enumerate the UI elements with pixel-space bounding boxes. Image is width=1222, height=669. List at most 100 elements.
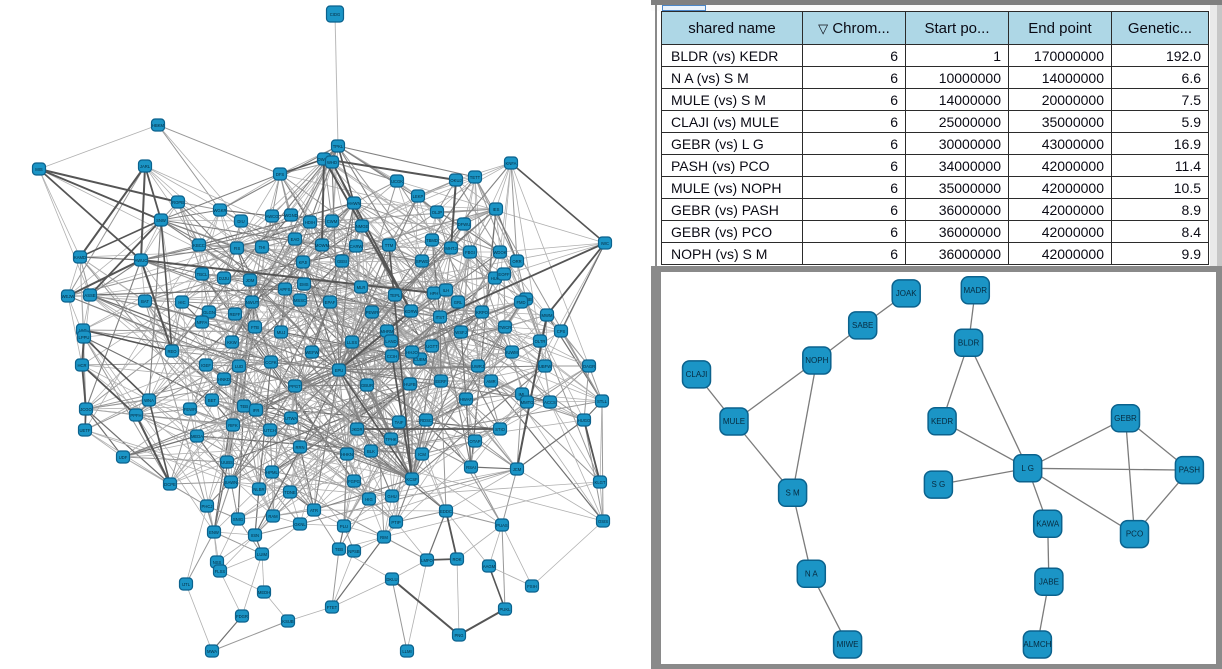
svg-text:TTM: TTM (385, 243, 394, 248)
svg-text:WEFW: WEFW (305, 350, 318, 355)
svg-text:CCIH: CCIH (387, 354, 397, 359)
svg-text:RAM: RAM (268, 514, 278, 519)
svg-text:UETF: UETF (80, 428, 91, 433)
svg-text:APFS: APFS (280, 287, 291, 292)
svg-text:NFFA: NFFA (197, 320, 208, 325)
svg-text:HHKN: HHKN (341, 452, 353, 457)
svg-text:PLU: PLU (340, 524, 348, 529)
svg-text:FDGR: FDGR (236, 614, 248, 619)
svg-text:UTWA: UTWA (285, 416, 297, 421)
svg-text:HUFB: HUFB (404, 382, 416, 387)
svg-text:DIU: DIU (237, 219, 244, 224)
svg-text:TEB: TEB (335, 547, 343, 552)
svg-text:FEWR: FEWR (184, 407, 196, 412)
svg-text:LMFO: LMFO (421, 558, 433, 563)
svg-text:BET: BET (208, 398, 217, 403)
svg-text:UGTT: UGTT (426, 344, 438, 349)
svg-text:FTB: FTB (251, 325, 259, 330)
svg-text:OLTR: OLTR (535, 339, 546, 344)
svg-text:CUBM: CUBM (414, 357, 427, 362)
svg-text:WNA: WNA (144, 398, 154, 403)
svg-text:LUIM: LUIM (257, 552, 268, 557)
svg-text:L G: L G (1021, 464, 1034, 473)
svg-text:PNG: PNG (454, 633, 463, 638)
svg-text:HUGO: HUGO (578, 418, 591, 423)
svg-text:ACCS: ACCS (544, 400, 556, 405)
svg-text:AAGM: AAGM (483, 564, 496, 569)
svg-text:ILH: ILH (443, 288, 450, 293)
svg-text:HBKM: HBKM (152, 123, 165, 128)
svg-text:LPPU: LPPU (79, 335, 90, 340)
svg-text:MLR: MLR (357, 285, 366, 290)
svg-text:PUAS: PUAS (496, 523, 508, 528)
svg-text:MIS: MIS (35, 167, 43, 172)
svg-text:GRL: GRL (454, 300, 463, 305)
svg-text:LUD: LUD (235, 364, 243, 369)
svg-text:UCGK: UCGK (391, 179, 403, 184)
svg-text:JOAK: JOAK (896, 289, 918, 298)
svg-text:LEKP: LEKP (413, 194, 424, 199)
svg-text:HWAF: HWAF (460, 397, 473, 402)
svg-text:KEDR: KEDR (931, 417, 953, 426)
svg-text:EDDC: EDDC (440, 509, 452, 514)
svg-text:UWRJ: UWRJ (472, 364, 484, 369)
svg-text:UBFW: UBFW (539, 364, 551, 369)
svg-text:KLGT: KLGT (595, 480, 606, 485)
svg-text:EOFF: EOFF (498, 272, 510, 277)
svg-text:FBGI: FBGI (465, 250, 475, 255)
svg-text:SNW: SNW (156, 218, 166, 223)
svg-text:JKDR: JKDR (352, 427, 363, 432)
svg-text:WDOK: WDOK (493, 250, 506, 255)
svg-text:IJTL: IJTL (182, 582, 191, 587)
svg-text:WEJW: WEJW (62, 294, 75, 299)
svg-text:IISN: IISN (251, 533, 259, 538)
svg-text:MEDH: MEDH (258, 590, 270, 595)
svg-text:JCGO: JCGO (80, 407, 92, 412)
svg-text:PUKL: PUKL (500, 607, 512, 612)
svg-text:MMTG: MMTG (521, 400, 534, 405)
svg-text:NMGE: NMGE (356, 224, 369, 229)
svg-text:FMD: FMD (516, 300, 525, 305)
svg-text:PPGT: PPGT (289, 384, 301, 389)
svg-text:IWC: IWC (601, 241, 609, 246)
svg-text:PEWR: PEWR (366, 310, 379, 315)
svg-text:LAND: LAND (385, 339, 396, 344)
svg-text:WGND: WGND (284, 213, 297, 218)
svg-text:BLDR: BLDR (958, 338, 980, 347)
svg-text:STLL: STLL (597, 399, 608, 404)
svg-text:MWA: MWA (207, 649, 217, 654)
svg-text:OKUJ: OKUJ (450, 178, 461, 183)
svg-text:KNFA: KNFA (506, 161, 517, 166)
svg-text:CCFK: CCFK (265, 360, 277, 365)
svg-text:HIC: HIC (178, 300, 185, 305)
svg-text:KKW: KKW (227, 340, 237, 345)
svg-text:WSFJ: WSFJ (455, 330, 466, 335)
svg-text:FTET: FTET (327, 605, 338, 610)
svg-text:FLSS: FLSS (215, 569, 226, 574)
svg-text:KDRW: KDRW (405, 309, 418, 314)
svg-text:FSIH: FSIH (527, 584, 537, 589)
svg-text:DKLU: DKLU (386, 577, 397, 582)
svg-text:NPSB: NPSB (348, 549, 360, 554)
svg-text:S G: S G (932, 480, 946, 489)
svg-text:OWSC: OWSC (317, 157, 330, 162)
svg-text:KSUB: KSUB (282, 619, 294, 624)
svg-text:GKNL: GKNL (294, 522, 306, 527)
svg-text:RIM: RIM (380, 535, 388, 540)
svg-text:HIG: HIG (365, 497, 372, 502)
svg-text:GLGN: GLGN (203, 310, 215, 315)
svg-text:EERF: EERF (435, 379, 447, 384)
svg-text:EMS: EMS (299, 282, 308, 287)
svg-text:N A: N A (805, 569, 819, 578)
svg-text:DFS: DFS (276, 172, 285, 177)
svg-text:HHJO: HHJO (406, 350, 418, 355)
svg-text:NSS: NSS (213, 560, 222, 565)
svg-text:ROPB: ROPB (172, 200, 184, 205)
svg-text:RIFK: RIFK (228, 423, 238, 428)
svg-text:FIS: FIS (234, 246, 241, 251)
svg-text:UDF: UDF (119, 455, 128, 460)
svg-text:PPFH: PPFH (130, 413, 141, 418)
svg-text:ROK: ROK (452, 557, 461, 562)
svg-text:KAWA: KAWA (1036, 519, 1060, 528)
svg-text:OSIS: OSIS (598, 519, 608, 524)
